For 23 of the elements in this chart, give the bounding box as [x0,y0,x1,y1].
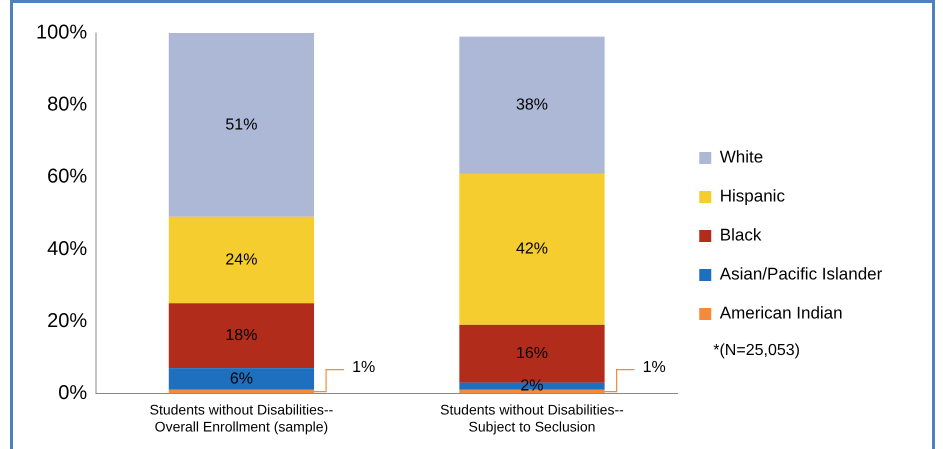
y-tick-label: 100% [36,22,88,44]
legend-label: White [720,148,764,167]
data-label: 18% [225,327,258,344]
data-label: 51% [225,116,258,134]
data-label: 38% [516,96,548,114]
y-tick-label: 40% [47,238,88,260]
legend-label: American Indian [720,304,843,323]
data-label: 1% [642,359,666,376]
y-tick-label: 80% [47,94,88,116]
y-tick-label: 20% [47,310,88,332]
legend-label: Asian/Pacific Islander [720,264,883,284]
data-label: 6% [230,370,253,388]
legend-label: Black [720,226,762,245]
x-tick-label: Students without Disabilities--Overall Enrollment (sample) [150,402,334,434]
text: *(N=25,053) [713,342,800,359]
data-label: 24% [225,251,258,268]
data-label: 16% [516,345,548,362]
y-tick-label: 0% [58,382,88,404]
y-tick-label: 60% [47,166,88,188]
data-label: 42% [516,240,548,258]
x-tick-label: Students without Disabilities--Subject to Seclusion [440,402,624,434]
data-label: 1% [352,359,376,376]
legend-label: Hispanic [720,186,786,206]
